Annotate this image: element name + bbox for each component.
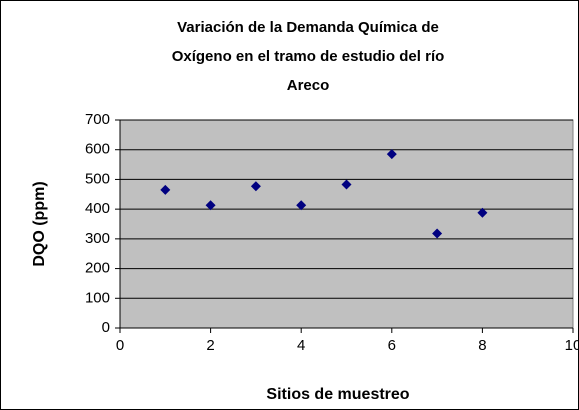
x-tick-label: 8 [478, 337, 486, 354]
point [386, 149, 397, 160]
x-tick-label: 0 [116, 337, 124, 354]
point [205, 200, 216, 211]
point [160, 184, 171, 195]
y-tick-label: 400 [85, 200, 110, 217]
x-tick-label: 2 [206, 337, 214, 354]
y-axis-label: DQO (ppm) [31, 181, 48, 266]
point [250, 181, 261, 192]
chart-title: Variación de la Demanda Química de [177, 19, 439, 36]
x-tick-label: 10 [565, 337, 579, 354]
y-tick-label: 200 [85, 260, 110, 277]
x-axis-label: Sitios de muestreo [266, 386, 409, 403]
point [477, 207, 488, 218]
y-tick-label: 600 [85, 141, 110, 158]
x-tick-label: 4 [297, 337, 305, 354]
y-tick-label: 100 [85, 289, 110, 306]
plot-area [119, 119, 574, 329]
y-tick-label: 0 [102, 319, 110, 336]
y-tick-label: 500 [85, 170, 110, 187]
chart-title: Oxígeno en el tramo de estudio del río [172, 48, 445, 65]
y-tick-label: 300 [85, 230, 110, 247]
x-tick-label: 6 [388, 337, 396, 354]
y-tick-label: 700 [85, 111, 110, 128]
point [296, 200, 307, 211]
point [432, 228, 443, 239]
point [341, 179, 352, 190]
chart-title: Areco [287, 77, 330, 94]
